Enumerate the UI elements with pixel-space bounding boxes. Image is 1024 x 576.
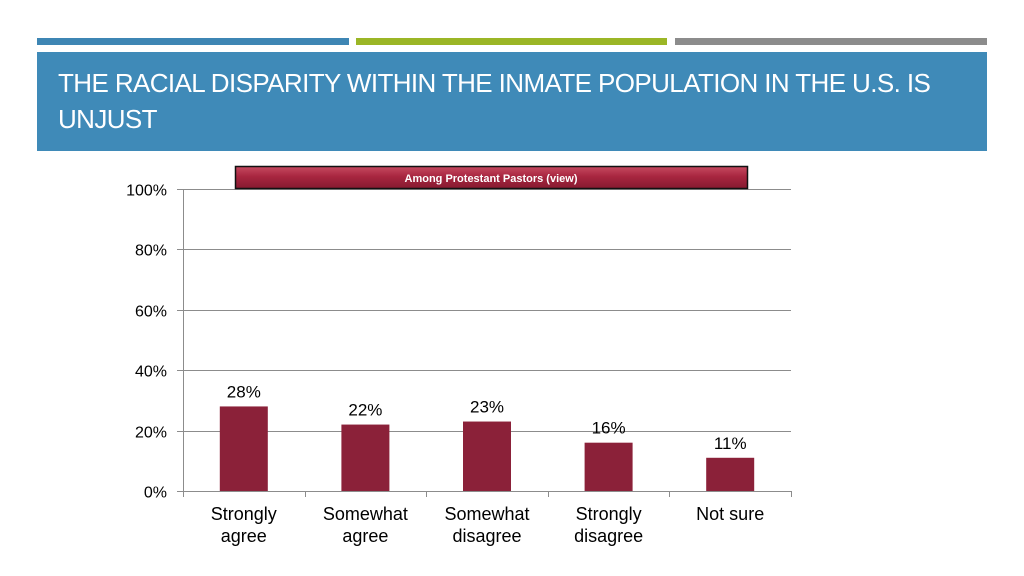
y-tick-label: 80%: [135, 243, 167, 260]
y-tick-label: 40%: [135, 364, 167, 381]
data-label: 16%: [592, 419, 626, 438]
title-band: The Racial Disparity Within the Inmate P…: [37, 52, 987, 151]
y-tick-label: 0%: [144, 485, 167, 502]
category-label: Strongly: [576, 504, 642, 524]
chart-banner: Among Protestant Pastors (view): [234, 165, 749, 190]
bar: [463, 421, 511, 491]
category-label: Not sure: [696, 504, 764, 524]
gridlines: [183, 189, 791, 432]
accent-stripe-blue: [37, 38, 349, 45]
category-label: Somewhat: [323, 504, 408, 524]
category-label: agree: [342, 526, 388, 546]
bar: [706, 457, 755, 491]
bar: [584, 442, 633, 491]
category-label: Somewhat: [444, 504, 529, 524]
bar: [341, 424, 390, 491]
data-label: 23%: [470, 398, 504, 417]
banner-box: [234, 165, 749, 190]
data-label: 22%: [348, 401, 382, 420]
axes: [177, 189, 792, 497]
data-label: 11%: [714, 434, 747, 453]
category-label: disagree: [574, 526, 643, 546]
y-tick-label: 100%: [126, 183, 167, 200]
accent-stripe-gray: [675, 38, 987, 45]
y-tick-label: 60%: [135, 304, 167, 321]
banner-label: Among Protestant Pastors (view): [405, 173, 578, 185]
labels: 0%20%40%60%80%100%28%Stronglyagree22%Som…: [126, 183, 764, 547]
bars: [219, 406, 755, 491]
category-label: agree: [221, 526, 267, 546]
category-label: Strongly: [211, 504, 277, 524]
data-label: 28%: [227, 382, 261, 401]
y-tick-label: 20%: [135, 425, 167, 442]
accent-stripe-green: [356, 38, 667, 45]
bar: [219, 406, 268, 491]
slide-title: The Racial Disparity Within the Inmate P…: [58, 68, 931, 134]
category-label: disagree: [452, 526, 521, 546]
